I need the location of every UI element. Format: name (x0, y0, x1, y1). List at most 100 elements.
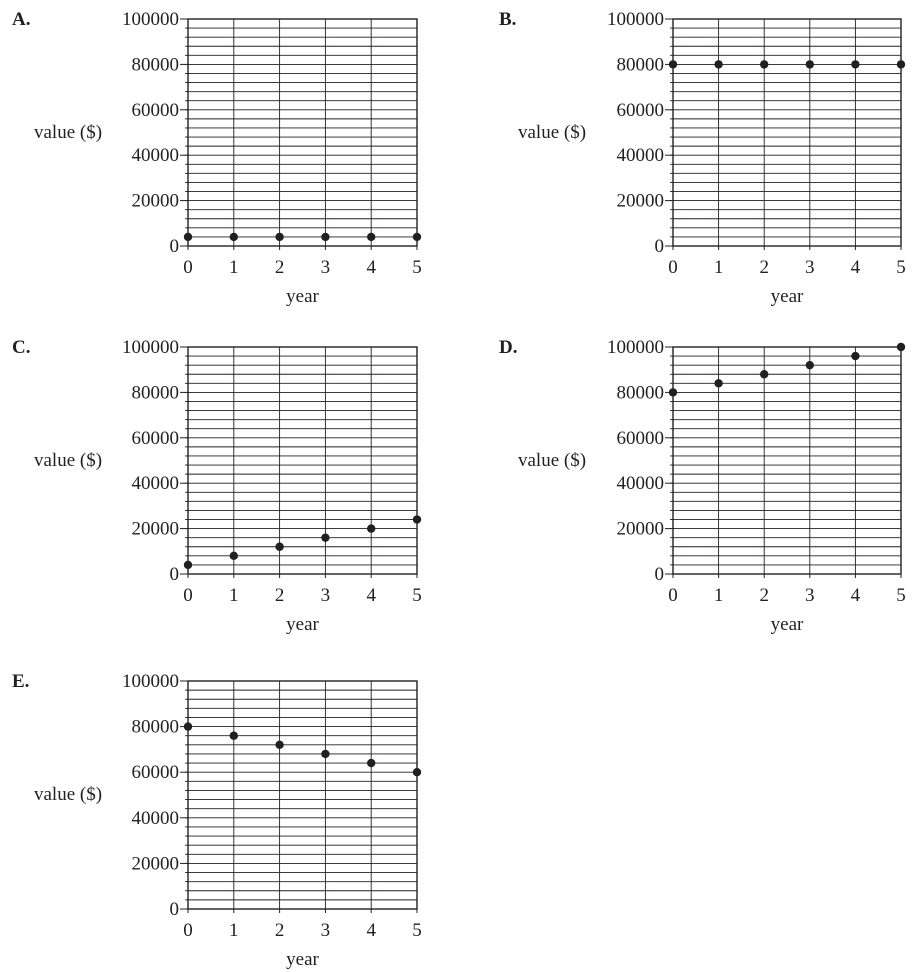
y-tick-label: 20000 (132, 853, 180, 874)
data-points (668, 60, 906, 69)
data-point (896, 342, 906, 352)
data-points (183, 232, 422, 242)
y-axis-label: value ($) (34, 450, 102, 471)
x-tick-label: 4 (851, 585, 861, 606)
x-axis-label: year (771, 286, 804, 307)
y-tick-label: 40000 (617, 473, 665, 494)
chart-panel-c: C. 0 20000 40000 60000 80000 100000 0 1 2 3 4 5 value… (12, 337, 422, 635)
data-point (367, 524, 376, 533)
panel-label: A. (12, 9, 30, 30)
data-point (321, 749, 330, 759)
grid-lines (185, 346, 418, 578)
y-axis-label: value ($) (518, 450, 586, 471)
panel-label: B. (499, 9, 516, 30)
data-point (412, 768, 422, 777)
x-tick-label: 4 (366, 257, 376, 278)
x-axis-label: year (286, 949, 319, 970)
plot-frame (187, 18, 418, 247)
y-tick-label: 40000 (132, 145, 180, 166)
x-tick-label: 1 (229, 585, 239, 606)
y-tick-label: 80000 (132, 717, 180, 738)
data-point (321, 533, 330, 542)
y-tick-label: 0 (170, 236, 180, 257)
grid-lines (185, 680, 418, 913)
y-tick-label: 20000 (132, 519, 180, 540)
plot-frame (187, 680, 418, 910)
y-tick-label: 60000 (132, 428, 180, 449)
data-points (183, 722, 422, 777)
data-point (229, 551, 238, 561)
y-tick-label: 20000 (132, 191, 180, 212)
x-tick-label: 4 (851, 257, 861, 278)
y-tick-label: 60000 (132, 762, 180, 783)
panel-label: E. (12, 671, 29, 692)
x-tick-label: 5 (412, 257, 422, 278)
plot-frame (672, 346, 902, 575)
data-point (412, 232, 422, 242)
data-point (760, 370, 769, 379)
data-points (183, 515, 422, 570)
y-tick-label: 100000 (122, 337, 179, 358)
y-axis-label: value ($) (34, 784, 102, 805)
y-tick-label: 100000 (607, 9, 664, 30)
grid-lines (670, 346, 902, 578)
x-tick-label: 2 (759, 585, 769, 606)
grid-lines (670, 18, 902, 250)
data-point (183, 560, 193, 570)
x-tick-label: 3 (805, 585, 815, 606)
chart-panel-a: A. 0 20000 40000 60000 80000 100000 0 1 2 3 4 5 value… (12, 9, 422, 307)
x-tick-label: 2 (275, 920, 285, 941)
data-point (367, 232, 376, 242)
x-axis-label: year (286, 286, 319, 307)
data-point (851, 351, 860, 361)
y-axis-label: value ($) (34, 122, 102, 143)
plot-frame (672, 18, 902, 247)
data-point (275, 740, 284, 750)
data-points (668, 342, 906, 397)
x-tick-label: 3 (321, 585, 331, 606)
y-tick-label: 80000 (617, 382, 665, 403)
x-tick-label: 0 (668, 257, 678, 278)
x-axis-label: year (286, 614, 319, 635)
x-tick-label: 3 (805, 257, 815, 278)
x-tick-label: 0 (668, 585, 678, 606)
y-tick-label: 0 (655, 564, 665, 585)
y-tick-label: 100000 (122, 9, 179, 30)
data-point (229, 232, 238, 242)
x-tick-label: 1 (229, 257, 239, 278)
data-point (275, 232, 284, 242)
data-point (714, 379, 723, 388)
data-point (668, 60, 678, 69)
data-point (714, 60, 723, 69)
x-tick-label: 4 (366, 585, 376, 606)
x-tick-label: 0 (183, 257, 193, 278)
data-point (367, 758, 376, 768)
y-tick-label: 80000 (132, 54, 180, 75)
y-axis-label: value ($) (518, 122, 586, 143)
x-tick-label: 2 (275, 257, 285, 278)
x-tick-label: 3 (321, 920, 331, 941)
y-tick-label: 40000 (132, 473, 180, 494)
x-tick-label: 3 (321, 257, 331, 278)
y-tick-label: 80000 (132, 382, 180, 403)
y-tick-label: 100000 (607, 337, 664, 358)
data-point (851, 60, 860, 69)
y-tick-label: 0 (655, 236, 665, 257)
chart-panel-d: D. 0 20000 40000 60000 80000 100000 0 1 2 3 4 5 value… (499, 337, 906, 635)
y-tick-label: 80000 (617, 54, 665, 75)
y-tick-label: 0 (170, 899, 180, 920)
data-point (668, 388, 678, 397)
y-tick-label: 20000 (617, 519, 665, 540)
plot-frame (187, 346, 418, 575)
y-tick-label: 60000 (617, 428, 665, 449)
data-point (183, 722, 193, 731)
data-point (760, 60, 769, 69)
data-point (805, 60, 814, 69)
data-point (229, 731, 238, 740)
chart-panel-b: B. 0 20000 40000 60000 80000 100000 0 1 2 3 4 5 value… (499, 9, 906, 307)
data-point (412, 515, 422, 524)
x-tick-label: 1 (229, 920, 239, 941)
grid-lines (185, 18, 418, 250)
y-tick-label: 0 (170, 564, 180, 585)
